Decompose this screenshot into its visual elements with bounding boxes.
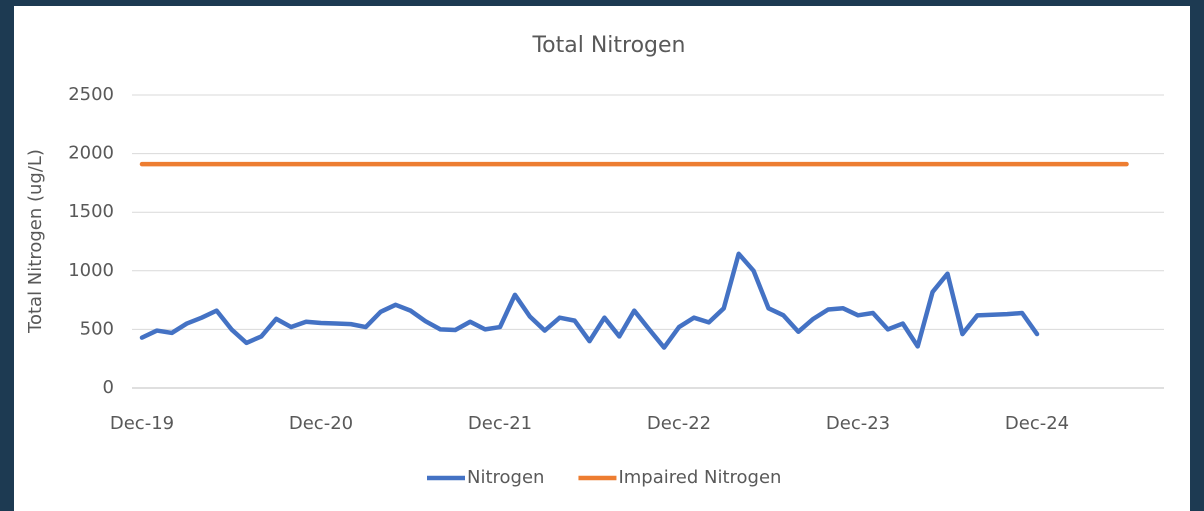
legend-label: Nitrogen	[467, 467, 544, 488]
x-tick-label: Dec-19	[110, 413, 174, 434]
y-tick-label: 1000	[68, 260, 114, 281]
y-tick-label: 2500	[68, 84, 114, 105]
y-tick-label: 0	[103, 377, 114, 398]
y-tick-label: 2000	[68, 143, 114, 164]
x-tick-label: Dec-24	[1005, 413, 1069, 434]
x-tick-label: Dec-23	[826, 413, 890, 434]
chart-panel	[14, 6, 1190, 511]
y-tick-label: 1500	[68, 201, 114, 222]
x-tick-label: Dec-21	[468, 413, 532, 434]
chart-title: Total Nitrogen	[531, 33, 685, 58]
y-tick-label: 500	[80, 318, 114, 339]
x-tick-label: Dec-22	[647, 413, 711, 434]
data-line	[139, 251, 1040, 350]
x-tick-label: Dec-20	[289, 413, 353, 434]
y-axis-title: Total Nitrogen (ug/L)	[25, 149, 46, 334]
legend-label: Impaired Nitrogen	[618, 467, 781, 488]
